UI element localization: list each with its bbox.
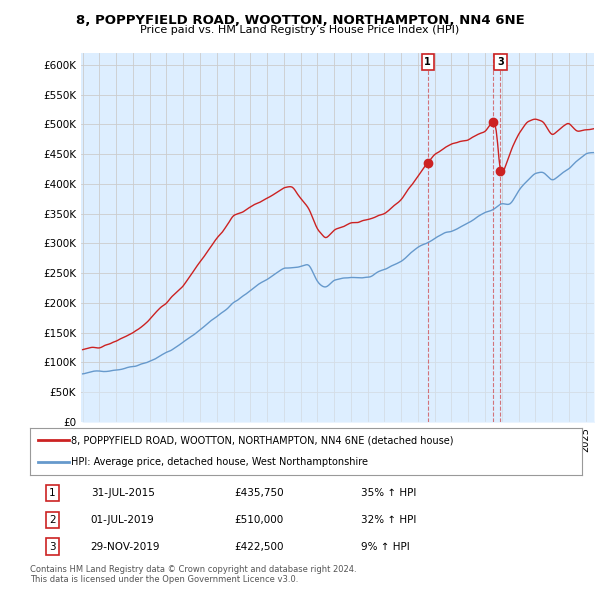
- Text: Contains HM Land Registry data © Crown copyright and database right 2024.
This d: Contains HM Land Registry data © Crown c…: [30, 565, 356, 584]
- Text: £422,500: £422,500: [234, 542, 284, 552]
- Text: 29-NOV-2019: 29-NOV-2019: [91, 542, 160, 552]
- Text: £435,750: £435,750: [234, 488, 284, 498]
- Text: 8, POPPYFIELD ROAD, WOOTTON, NORTHAMPTON, NN4 6NE: 8, POPPYFIELD ROAD, WOOTTON, NORTHAMPTON…: [76, 14, 524, 27]
- Text: HPI: Average price, detached house, West Northamptonshire: HPI: Average price, detached house, West…: [71, 457, 368, 467]
- Text: Price paid vs. HM Land Registry’s House Price Index (HPI): Price paid vs. HM Land Registry’s House …: [140, 25, 460, 35]
- Text: 2: 2: [49, 515, 55, 525]
- Text: 1: 1: [49, 488, 55, 498]
- Text: 3: 3: [497, 57, 504, 67]
- Text: 9% ↑ HPI: 9% ↑ HPI: [361, 542, 410, 552]
- Text: 1: 1: [424, 57, 431, 67]
- Text: 32% ↑ HPI: 32% ↑ HPI: [361, 515, 416, 525]
- Text: £510,000: £510,000: [234, 515, 283, 525]
- Text: 35% ↑ HPI: 35% ↑ HPI: [361, 488, 416, 498]
- Text: 8, POPPYFIELD ROAD, WOOTTON, NORTHAMPTON, NN4 6NE (detached house): 8, POPPYFIELD ROAD, WOOTTON, NORTHAMPTON…: [71, 435, 454, 445]
- Text: 31-JUL-2015: 31-JUL-2015: [91, 488, 155, 498]
- Text: 01-JUL-2019: 01-JUL-2019: [91, 515, 154, 525]
- Text: 3: 3: [49, 542, 55, 552]
